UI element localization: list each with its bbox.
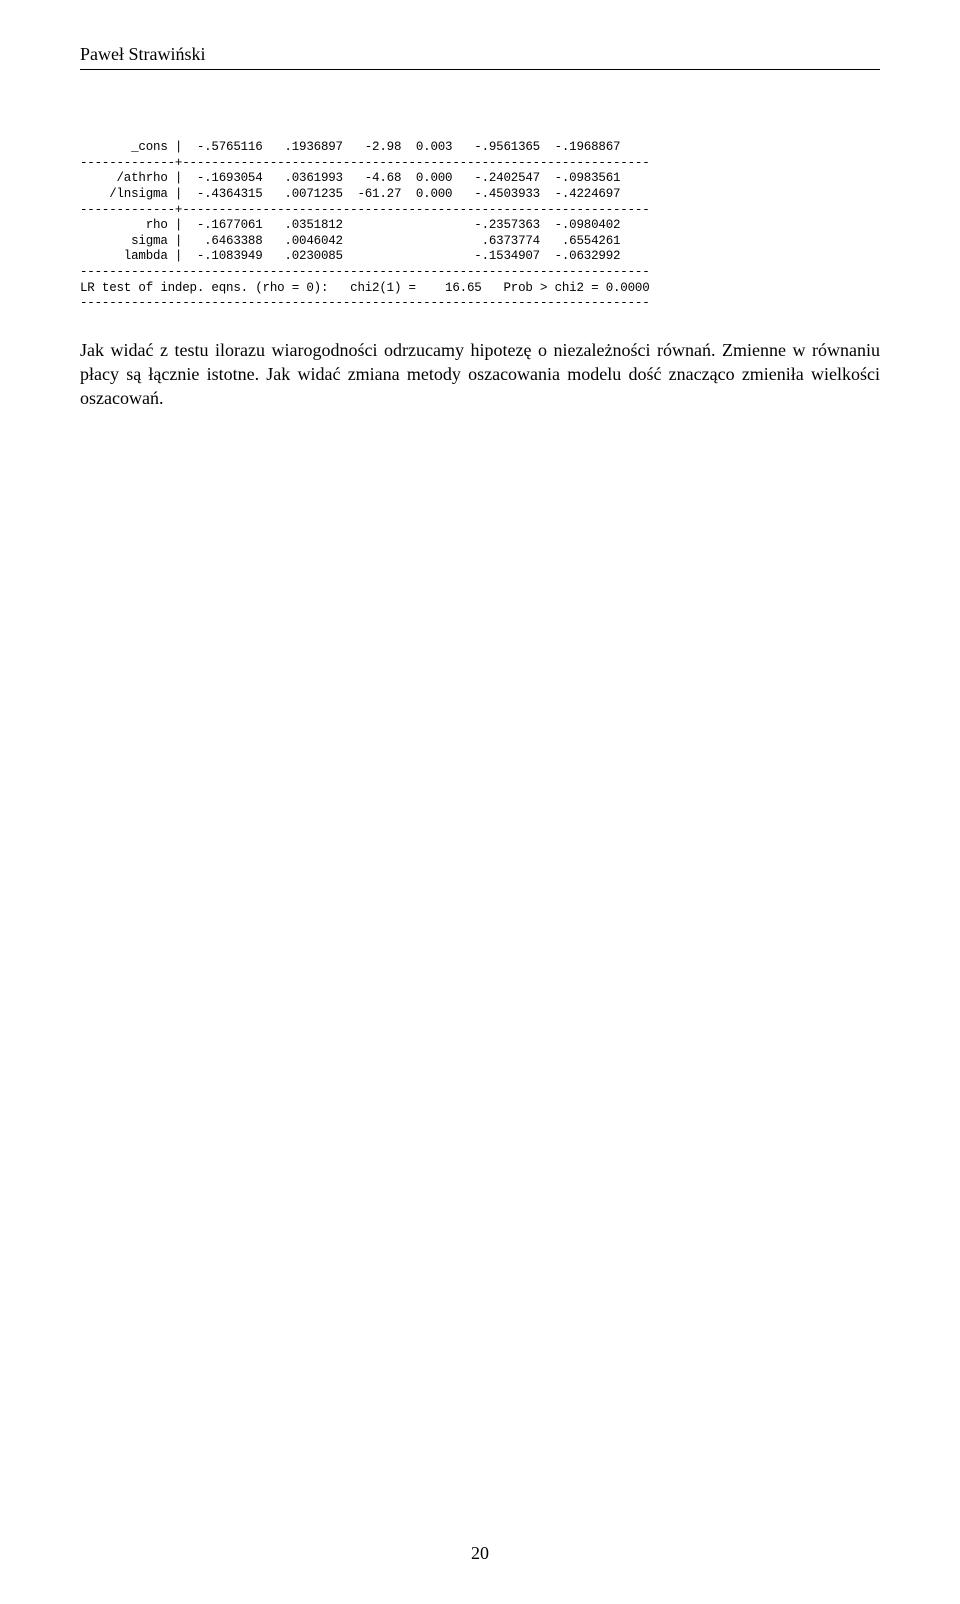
page-number: 20: [0, 1543, 960, 1564]
author-name: Paweł Strawiński: [80, 44, 206, 64]
stata-output-table: _cons | -.5765116 .1936897 -2.98 0.003 -…: [80, 140, 880, 312]
page-header: Paweł Strawiński: [80, 44, 880, 70]
body-paragraph: Jak widać z testu ilorazu wiarogodności …: [80, 338, 880, 411]
